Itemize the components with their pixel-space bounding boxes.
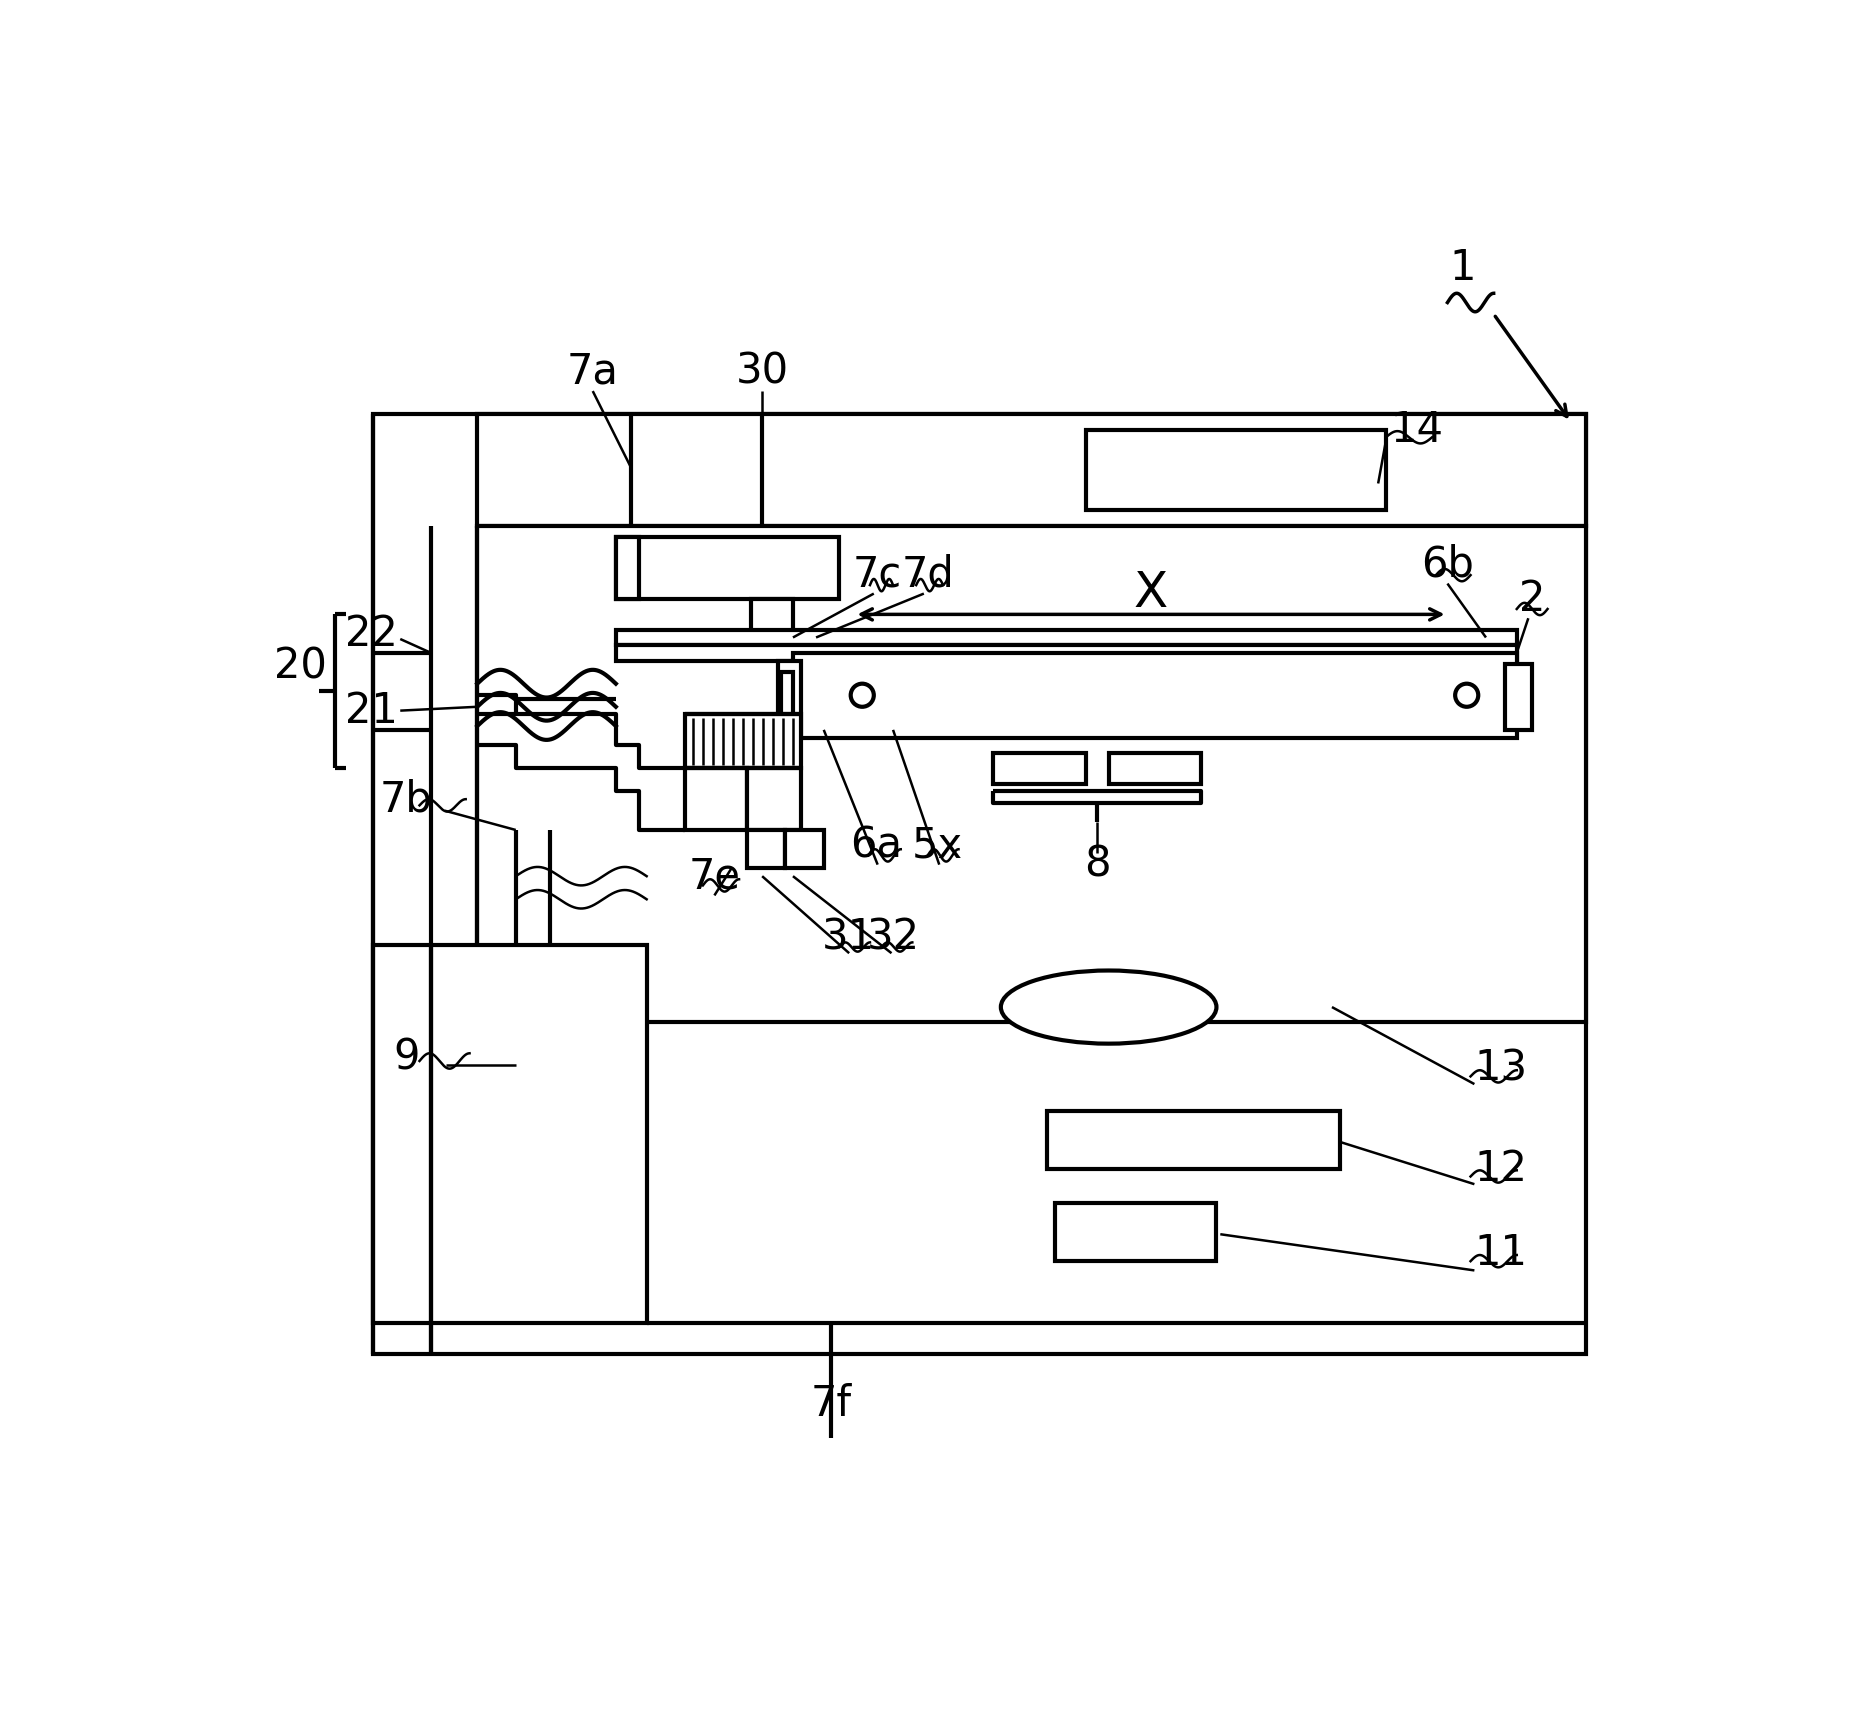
Bar	[477, 414, 1587, 526]
Bar	[685, 768, 747, 830]
Bar	[616, 645, 1517, 660]
Text: 20: 20	[273, 646, 327, 688]
Bar	[685, 715, 801, 768]
Text: 21: 21	[346, 689, 399, 732]
Text: 11: 11	[1474, 1233, 1529, 1274]
Bar	[616, 629, 1517, 645]
Bar	[616, 538, 840, 598]
Bar	[994, 753, 1085, 784]
Text: 6b: 6b	[1420, 543, 1474, 586]
Bar	[793, 660, 1510, 731]
Text: 22: 22	[346, 612, 399, 655]
Text: X: X	[1134, 569, 1168, 617]
Bar	[477, 526, 1587, 1023]
Bar	[1048, 1110, 1340, 1169]
Text: 1: 1	[1450, 248, 1476, 289]
Bar	[374, 945, 647, 1324]
Bar	[786, 830, 823, 868]
Text: 2: 2	[1519, 578, 1545, 621]
Text: 5x: 5x	[913, 825, 964, 866]
Ellipse shape	[1001, 971, 1216, 1043]
Bar	[616, 538, 640, 598]
Text: 7d: 7d	[902, 554, 954, 595]
Text: 12: 12	[1474, 1148, 1529, 1190]
Bar	[778, 660, 801, 737]
Text: 6a: 6a	[849, 825, 902, 866]
Text: 7b: 7b	[380, 779, 432, 820]
Bar	[782, 672, 793, 722]
Text: 30: 30	[735, 351, 790, 394]
Text: 7f: 7f	[810, 1382, 851, 1425]
Text: 7e: 7e	[689, 854, 741, 897]
Text: 8: 8	[1083, 844, 1110, 885]
Bar	[750, 598, 793, 653]
Bar	[1085, 430, 1386, 511]
Bar	[1504, 665, 1532, 731]
Text: 14: 14	[1390, 409, 1443, 450]
Bar	[747, 830, 786, 868]
Bar	[374, 414, 1587, 1353]
Bar	[1110, 753, 1201, 784]
Text: 7c: 7c	[853, 554, 902, 595]
Bar	[1055, 1203, 1216, 1262]
Bar	[747, 768, 801, 830]
Text: 31: 31	[821, 916, 876, 959]
Text: 7a: 7a	[567, 351, 619, 394]
Bar	[793, 653, 1517, 737]
Text: 32: 32	[866, 916, 919, 959]
Text: 9: 9	[393, 1037, 419, 1078]
Text: 13: 13	[1474, 1047, 1529, 1090]
